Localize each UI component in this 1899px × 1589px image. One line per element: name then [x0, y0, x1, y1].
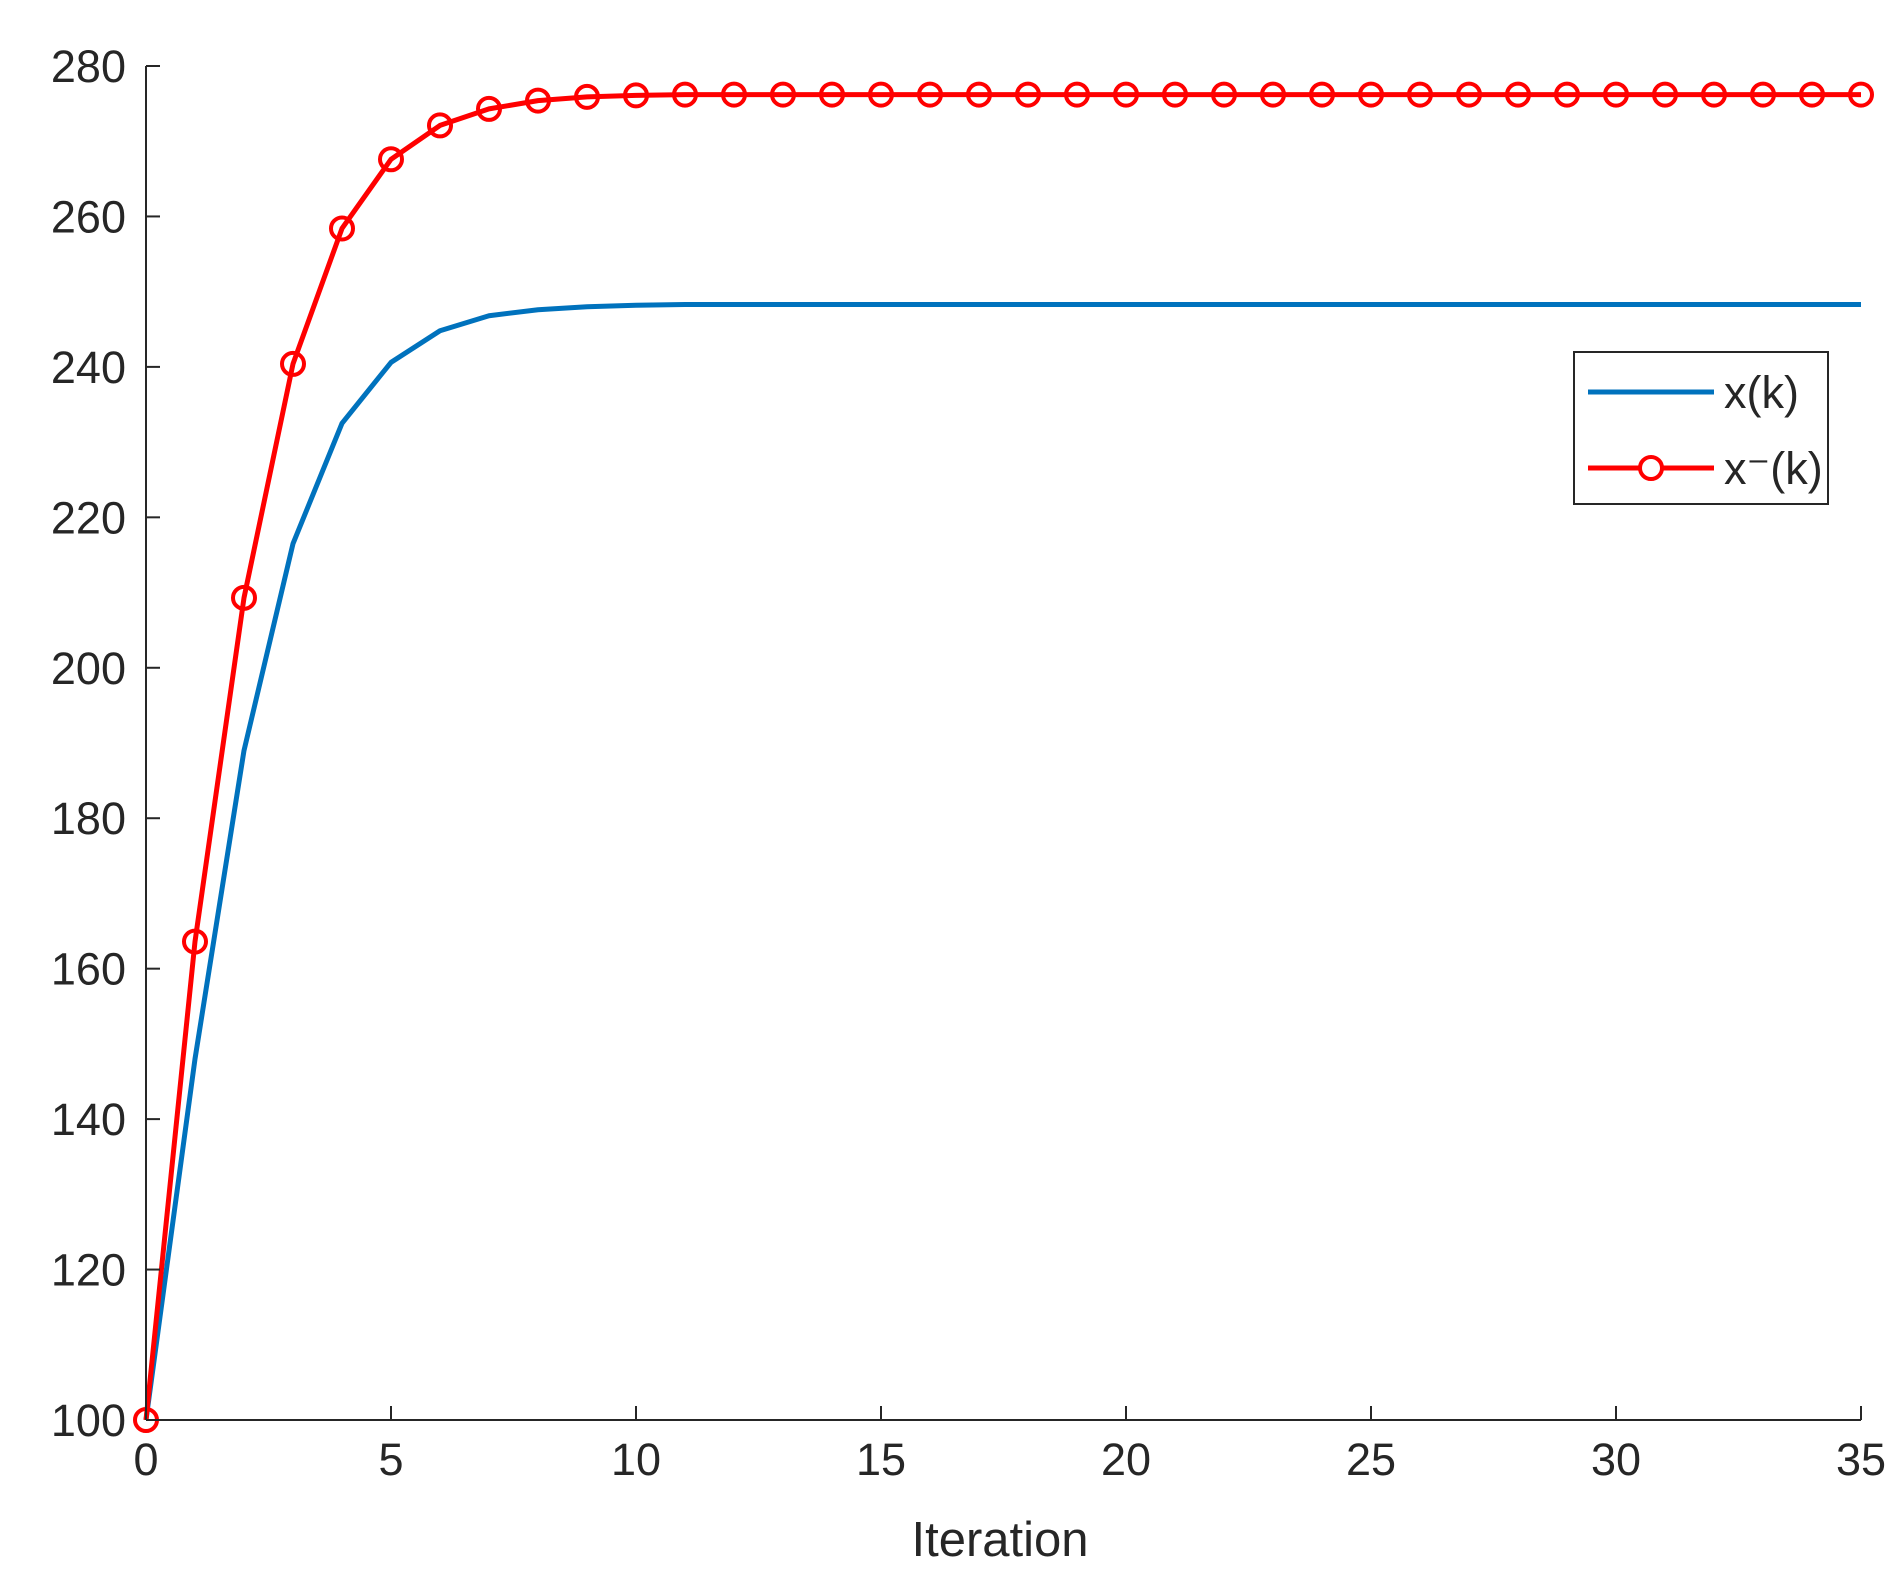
series-2-point: [280, 350, 306, 377]
series-2-point: [1064, 81, 1090, 108]
legend-marker-2: [1638, 455, 1664, 481]
legend-label-2: x⁻(k): [1724, 443, 1823, 494]
y-tick-label: 140: [51, 1094, 126, 1145]
series-2-point: [672, 81, 698, 108]
x-axis-label: Iteration: [911, 1513, 1088, 1567]
series-2-point: [868, 81, 894, 108]
series-2-point: [966, 81, 992, 108]
series-2-point: [1750, 81, 1776, 108]
x-tick-label: 20: [1101, 1434, 1151, 1485]
legend: x(k) x⁻(k): [1573, 351, 1829, 505]
series-2-point: [1113, 81, 1139, 108]
y-tick-label: 160: [51, 944, 126, 995]
axes-layer: 0 5 10 15 20 25 30 35 100 120 140 160 180 200 220 240 26…: [51, 41, 1886, 1485]
series-2-point: [1260, 81, 1286, 108]
x-tick-label: 35: [1836, 1434, 1886, 1485]
series-2-point: [1701, 81, 1727, 108]
y-tick-label: 240: [51, 342, 126, 393]
series-2-point: [1211, 81, 1237, 108]
x-tick-label: 5: [378, 1434, 403, 1485]
series-2-point: [427, 112, 453, 139]
x-tick-label: 25: [1346, 1434, 1396, 1485]
series-2-point: [623, 82, 649, 109]
x-tick-label: 0: [133, 1434, 158, 1485]
series-2-point: [525, 87, 551, 114]
series-2-point: [231, 584, 257, 611]
series-2-point: [1848, 81, 1874, 108]
x-tick-label: 15: [856, 1434, 906, 1485]
series-2-point: [1603, 81, 1629, 108]
series-2-point: [770, 81, 796, 108]
series-2-point: [329, 215, 355, 242]
series-2-point: [917, 81, 943, 108]
series-2-point: [1799, 81, 1825, 108]
series-2-point: [1505, 81, 1531, 108]
series-2-point: [1407, 81, 1433, 108]
series-2-point: [1456, 81, 1482, 108]
x-tick-label: 10: [611, 1434, 661, 1485]
series-2-point: [1652, 81, 1678, 108]
series-2-point: [1162, 81, 1188, 108]
series-2-point: [819, 81, 845, 108]
y-tick-label: 200: [51, 643, 126, 694]
series-2-point: [721, 81, 747, 108]
series-2-point: [1554, 81, 1580, 108]
y-tick-label: 280: [51, 41, 126, 92]
legend-box: [1573, 351, 1829, 505]
y-tick-label: 260: [51, 191, 126, 242]
series-2-point: [378, 146, 404, 173]
y-tick-label: 220: [51, 492, 126, 543]
series-2-point: [476, 95, 502, 122]
series-2-point: [1309, 81, 1335, 108]
y-tick-label: 180: [51, 793, 126, 844]
series-layer: [133, 81, 1874, 1433]
series-2-point: [1358, 81, 1384, 108]
series-2-point: [574, 83, 600, 110]
legend-label-1: x(k): [1724, 367, 1799, 418]
y-tick-label: 120: [51, 1245, 126, 1296]
y-tick-label: 100: [51, 1395, 126, 1446]
series-2-point: [182, 928, 208, 955]
series-2-point: [1015, 81, 1041, 108]
series-line-1: [143, 301, 1861, 1421]
x-tick-label: 30: [1591, 1434, 1641, 1485]
